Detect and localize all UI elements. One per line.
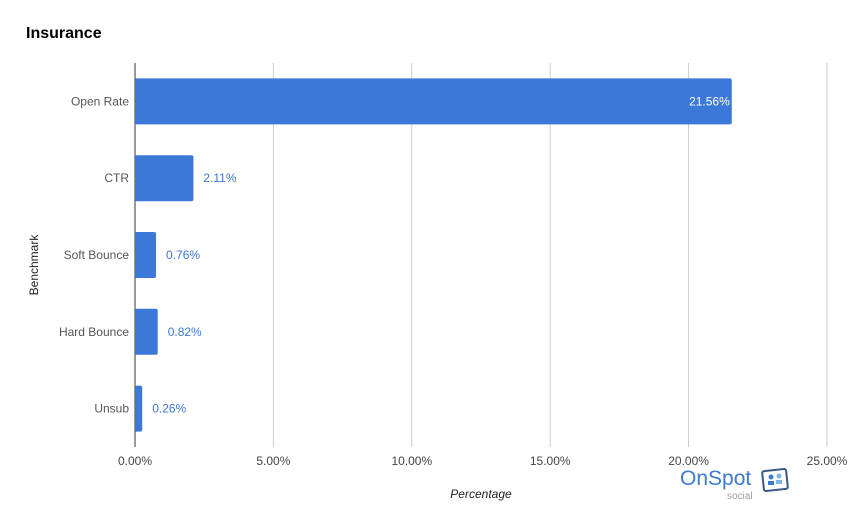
category-label: CTR [104, 171, 129, 185]
bar [135, 308, 158, 355]
x-tick-label: 20.00% [668, 454, 709, 468]
gridlines [272, 63, 828, 447]
logo-text: OnSpot [680, 467, 752, 490]
bars [135, 78, 732, 432]
onspot-logo: OnSpot social [680, 465, 795, 505]
x-tick-label: 5.00% [256, 454, 290, 468]
category-label: Hard Bounce [59, 325, 129, 339]
logo-subtext: social [727, 491, 753, 502]
category-label: Open Rate [71, 94, 129, 108]
x-tick-label: 15.00% [530, 454, 571, 468]
data-label: 0.82% [168, 325, 202, 339]
data-label: 0.76% [166, 248, 200, 262]
x-tick-label: 25.00% [807, 454, 848, 468]
data-label: 2.11% [203, 171, 236, 185]
category-labels: Open Rate CTR Soft Bounce Hard Bounce Unsub [59, 94, 129, 415]
x-tick-labels: 0.00% 5.00% 10.00% 15.00% 20.00% 25.00% [118, 454, 848, 468]
data-labels: 21.56% 2.11% 0.76% 0.82% 0.26% [152, 94, 730, 415]
bar [135, 385, 143, 432]
data-label: 21.56% [689, 94, 730, 108]
x-axis-title: Percentage [450, 487, 512, 501]
x-tick-label: 10.00% [391, 454, 432, 468]
y-axis-title: Benchmark [27, 234, 41, 296]
category-label: Unsub [94, 402, 129, 416]
chart-title: Insurance [26, 25, 102, 42]
bar [135, 78, 732, 125]
onspot-logo-icon [761, 467, 789, 493]
data-label: 0.26% [152, 402, 186, 416]
x-tick-label: 0.00% [118, 454, 152, 468]
bar [135, 232, 157, 278]
bar [135, 155, 194, 202]
category-label: Soft Bounce [64, 248, 130, 262]
